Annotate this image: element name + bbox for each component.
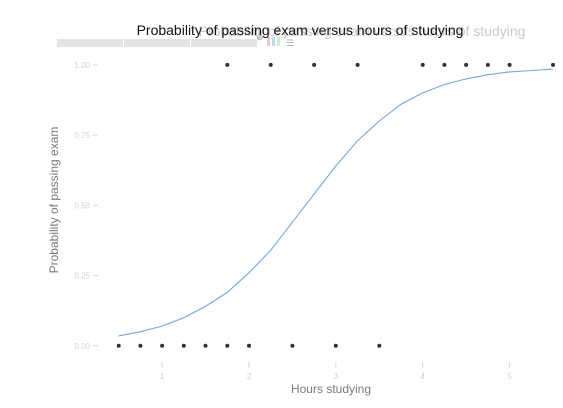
data-point bbox=[182, 344, 186, 348]
data-point bbox=[138, 344, 142, 348]
toolbar-segment-3[interactable] bbox=[191, 39, 257, 47]
toolbar-segment-1[interactable] bbox=[57, 39, 123, 47]
menu-icon[interactable]: ☰ bbox=[286, 38, 294, 48]
data-point bbox=[312, 63, 316, 67]
data-point bbox=[377, 344, 381, 348]
data-point bbox=[225, 63, 229, 67]
data-point bbox=[551, 63, 555, 67]
data-point bbox=[204, 344, 208, 348]
data-point bbox=[334, 344, 338, 348]
x-tick-label: 4 bbox=[420, 372, 425, 381]
data-point bbox=[290, 344, 294, 348]
x-axis-label: Hours studying bbox=[291, 382, 371, 396]
toolbar-segment-2[interactable] bbox=[124, 39, 190, 47]
data-point bbox=[269, 63, 273, 67]
x-tick-label: 1 bbox=[160, 372, 165, 381]
data-point bbox=[117, 344, 121, 348]
y-axis-label: Probability of passing exam bbox=[47, 127, 61, 274]
y-tick-label: 0.50 bbox=[74, 201, 90, 210]
x-tick-label: 3 bbox=[334, 372, 339, 381]
data-point bbox=[464, 63, 468, 67]
data-point bbox=[160, 344, 164, 348]
data-point bbox=[247, 344, 251, 348]
data-point bbox=[486, 63, 490, 67]
y-tick-label: 0.25 bbox=[74, 272, 90, 281]
data-point bbox=[442, 63, 446, 67]
x-tick-label: 2 bbox=[247, 372, 252, 381]
data-point bbox=[225, 344, 229, 348]
y-tick-label: 0.00 bbox=[74, 342, 90, 351]
x-tick-label: 5 bbox=[507, 372, 512, 381]
chart-title: Probability of passing exam versus hours… bbox=[137, 22, 464, 38]
y-tick-label: 0.75 bbox=[74, 131, 90, 140]
data-point bbox=[421, 63, 425, 67]
y-tick-label: 1.00 bbox=[74, 61, 90, 70]
data-point bbox=[508, 63, 512, 67]
data-point bbox=[356, 63, 360, 67]
